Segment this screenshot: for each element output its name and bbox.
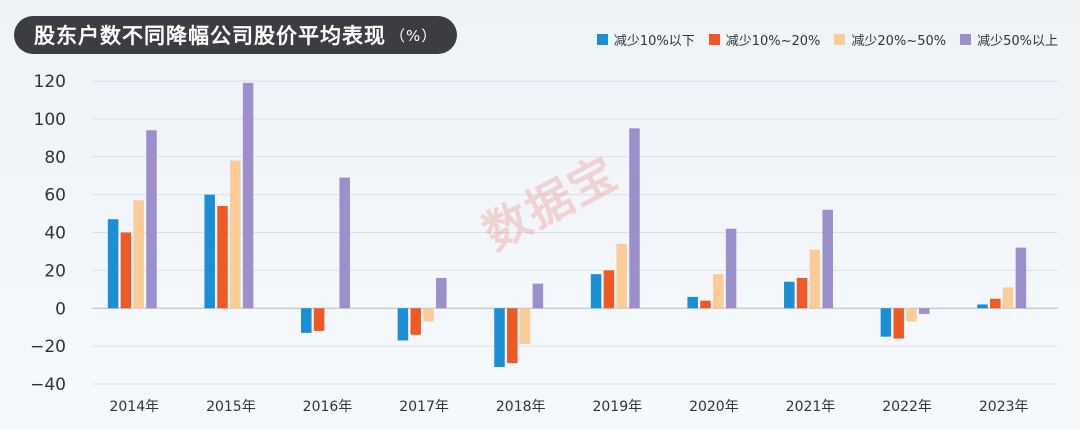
bar [410,308,421,335]
bar [423,308,434,322]
x-tick-label: 2017年 [399,399,449,415]
bar [977,304,988,309]
y-tick-label: 80 [44,148,66,168]
bar [339,177,350,309]
bar [784,281,795,309]
bar [436,277,447,309]
legend-label: 减少10%以下 [613,34,695,49]
x-tick-label: 2016年 [303,399,353,415]
bar [893,308,904,339]
bar [809,249,821,309]
legend-label: 减少10%~20% [725,34,821,49]
bar [107,219,119,309]
legend-item: 减少50%以上 [960,30,1058,49]
y-tick-label: 60 [44,186,66,206]
bar [603,270,615,309]
bar [990,298,1001,309]
x-tick-label: 2020年 [689,399,739,415]
chart-legend: 减少10%以下 减少10%~20% 减少20%~50% 减少50%以上 [596,30,1058,49]
y-tick-label: 100 [34,110,66,130]
bar [687,296,698,309]
legend-swatch [596,34,608,45]
chart-title: 股东户数不同降幅公司股价平均表现 （%） [14,16,458,54]
x-tick-label: 2022年 [882,399,932,415]
bar [725,228,737,309]
legend-label: 减少50%以上 [977,34,1058,49]
bar [301,308,312,333]
chart-title-text: 股东户数不同降幅公司股价平均表现 [34,24,386,48]
legend-swatch [708,34,720,45]
bar [822,209,833,309]
legend-item: 减少10%~20% [708,30,821,49]
bar [880,308,892,337]
legend-label: 减少20%~50% [851,34,947,49]
bar [532,283,544,309]
bar [397,308,409,341]
x-tick-label: 2021年 [786,399,836,415]
x-tick-label: 2023年 [979,399,1029,415]
y-tick-label: −40 [30,375,66,395]
bar [146,130,157,309]
legend-item: 减少20%~50% [834,30,946,49]
y-tick-label: 40 [44,224,66,244]
bar [313,308,325,331]
y-tick-label: 20 [44,261,66,281]
bar [230,160,241,309]
bar [713,274,724,309]
bar [120,232,132,309]
bar [629,128,640,309]
y-tick-label: 0 [55,299,66,319]
legend-swatch [960,34,972,45]
x-tick-label: 2014年 [109,399,159,415]
bar [507,308,518,364]
bar [204,194,215,309]
x-tick-label: 2018年 [496,399,546,415]
bar [796,277,808,309]
bar [919,308,930,314]
x-tick-label: 2019年 [592,399,642,415]
bar [1015,247,1027,309]
legend-swatch [834,34,846,45]
bar [1002,287,1014,309]
bar [519,308,531,345]
y-tick-label: 120 [34,72,66,92]
bar [906,308,917,322]
bar [242,82,254,309]
bar [217,205,228,309]
bar [494,308,505,367]
x-tick-label: 2015年 [206,399,256,415]
legend-item: 减少10%以下 [596,30,695,49]
chart-title-unit: （%） [390,26,438,45]
bar [616,243,627,309]
y-tick-label: −20 [30,337,66,357]
bar [590,274,602,309]
bar [700,300,711,309]
bar [133,200,144,309]
